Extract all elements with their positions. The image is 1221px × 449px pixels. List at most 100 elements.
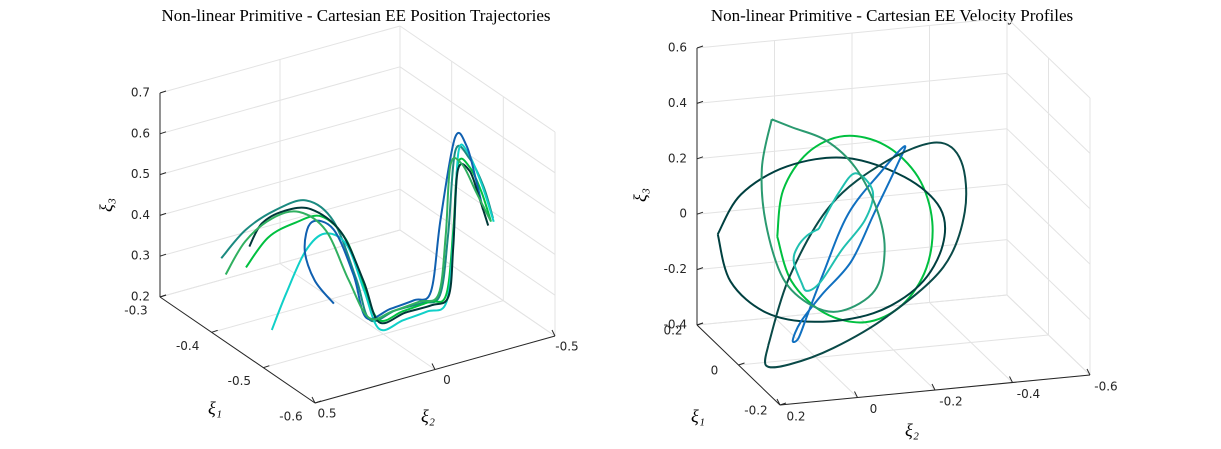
grid-line bbox=[696, 17, 1008, 49]
z-tick bbox=[159, 131, 167, 135]
x-tick bbox=[159, 294, 167, 298]
y-tick bbox=[776, 398, 781, 406]
x-tick bbox=[738, 362, 745, 366]
grid-line bbox=[1006, 17, 1091, 99]
x-axis bbox=[159, 296, 316, 404]
grid-line bbox=[159, 66, 401, 135]
z-tick-label: 0.6 bbox=[131, 126, 150, 140]
trajectory bbox=[792, 172, 875, 292]
z-tick-label: 0.4 bbox=[131, 208, 150, 222]
grid-line bbox=[279, 263, 436, 370]
grid-line bbox=[929, 302, 1013, 383]
grid-line bbox=[696, 128, 1008, 160]
x-tick bbox=[263, 365, 270, 369]
grid-line bbox=[1006, 128, 1091, 210]
grid-line bbox=[1006, 239, 1091, 320]
y-tick-label: 0 bbox=[870, 402, 878, 416]
grid-line bbox=[159, 229, 401, 298]
y-tick-label: -0.4 bbox=[1017, 387, 1040, 401]
z-tick-label: -0.2 bbox=[664, 262, 687, 276]
grid-line bbox=[159, 107, 401, 176]
y-tick bbox=[311, 396, 316, 404]
x-tick-label: 0.2 bbox=[663, 324, 682, 338]
grid-line bbox=[399, 147, 556, 255]
y-axis-label: ξ₂ bbox=[421, 406, 435, 426]
x-tick-label: -0.2 bbox=[744, 404, 767, 418]
x-tick bbox=[696, 322, 704, 326]
y-tick-label: -0.5 bbox=[555, 340, 578, 354]
grid-line bbox=[696, 72, 1008, 104]
z-tick-label: 0.5 bbox=[131, 167, 150, 181]
grid-line bbox=[399, 107, 556, 215]
x-axis-label: ξ₁ bbox=[691, 406, 705, 426]
z-tick-label: 0.2 bbox=[668, 151, 687, 165]
z-tick-label: 0.4 bbox=[668, 96, 687, 110]
y-tick-label: -0.2 bbox=[939, 395, 962, 409]
z-tick-label: 0.7 bbox=[131, 86, 150, 100]
x-tick-label: -0.5 bbox=[228, 374, 251, 388]
chart-title: Non-linear Primitive - Cartesian EE Posi… bbox=[161, 6, 550, 25]
trajectory bbox=[763, 141, 968, 369]
grid-line bbox=[399, 66, 556, 174]
y-tick-label: 0 bbox=[443, 373, 451, 387]
trajectory bbox=[245, 157, 492, 322]
trajectory bbox=[716, 156, 947, 323]
x-tick-label: -0.6 bbox=[279, 410, 302, 424]
x-tick-label: 0 bbox=[711, 364, 719, 378]
trajectory bbox=[248, 162, 490, 325]
y-tick-label: -0.6 bbox=[1094, 380, 1117, 394]
trajectory bbox=[303, 131, 485, 321]
grid-line bbox=[851, 309, 936, 391]
y-tick-label: 0.2 bbox=[786, 410, 805, 424]
z-axis-label: ξ₃ bbox=[630, 188, 650, 202]
grid-line bbox=[159, 147, 401, 216]
grid-line bbox=[159, 25, 401, 94]
chart-title: Non-linear Primitive - Cartesian EE Velo… bbox=[711, 6, 1073, 25]
x-tick-label: -0.3 bbox=[124, 304, 147, 318]
grid-line bbox=[696, 183, 1008, 215]
z-tick bbox=[696, 211, 704, 215]
grid-line bbox=[399, 229, 556, 337]
z-tick bbox=[159, 253, 167, 257]
grid-line bbox=[399, 188, 556, 296]
x-tick bbox=[314, 400, 322, 404]
y-tick bbox=[854, 391, 858, 398]
z-tick-label: -0.4 bbox=[664, 318, 687, 332]
trajectory bbox=[776, 134, 934, 324]
grid-line bbox=[1006, 183, 1091, 265]
y-tick-label: 0.5 bbox=[317, 407, 336, 421]
grid-line bbox=[1006, 73, 1091, 154]
grid-line bbox=[399, 25, 556, 133]
y-tick bbox=[431, 363, 436, 370]
grid-line bbox=[696, 294, 1008, 326]
z-tick-label: 0.2 bbox=[131, 290, 150, 304]
trajectory bbox=[224, 157, 492, 321]
z-tick bbox=[696, 267, 704, 271]
z-tick bbox=[696, 156, 704, 160]
x-tick-label: -0.4 bbox=[176, 339, 199, 353]
z-tick bbox=[159, 172, 167, 176]
z-tick-label: 0.3 bbox=[131, 249, 150, 263]
y-axis-label: ξ₂ bbox=[905, 420, 919, 440]
z-axis-label: ξ₃ bbox=[96, 198, 116, 212]
grid-line bbox=[774, 317, 858, 398]
z-tick-label: 0 bbox=[679, 207, 687, 221]
z-tick bbox=[159, 90, 167, 94]
z-tick bbox=[159, 212, 167, 216]
y-tick bbox=[1009, 376, 1013, 383]
y-tick bbox=[551, 329, 556, 337]
trajectory bbox=[270, 143, 495, 332]
grid-line bbox=[159, 188, 401, 257]
grid-line bbox=[1006, 294, 1091, 376]
z-tick bbox=[696, 100, 704, 104]
trajectory bbox=[760, 118, 886, 313]
trajectory bbox=[791, 145, 907, 343]
y-tick bbox=[931, 383, 936, 391]
z-tick-label: 0.6 bbox=[668, 41, 687, 55]
y-tick bbox=[1086, 368, 1091, 376]
x-axis-label: ξ₁ bbox=[208, 398, 222, 418]
x-tick bbox=[211, 329, 218, 333]
z-tick bbox=[696, 45, 704, 49]
x-tick bbox=[779, 402, 787, 406]
